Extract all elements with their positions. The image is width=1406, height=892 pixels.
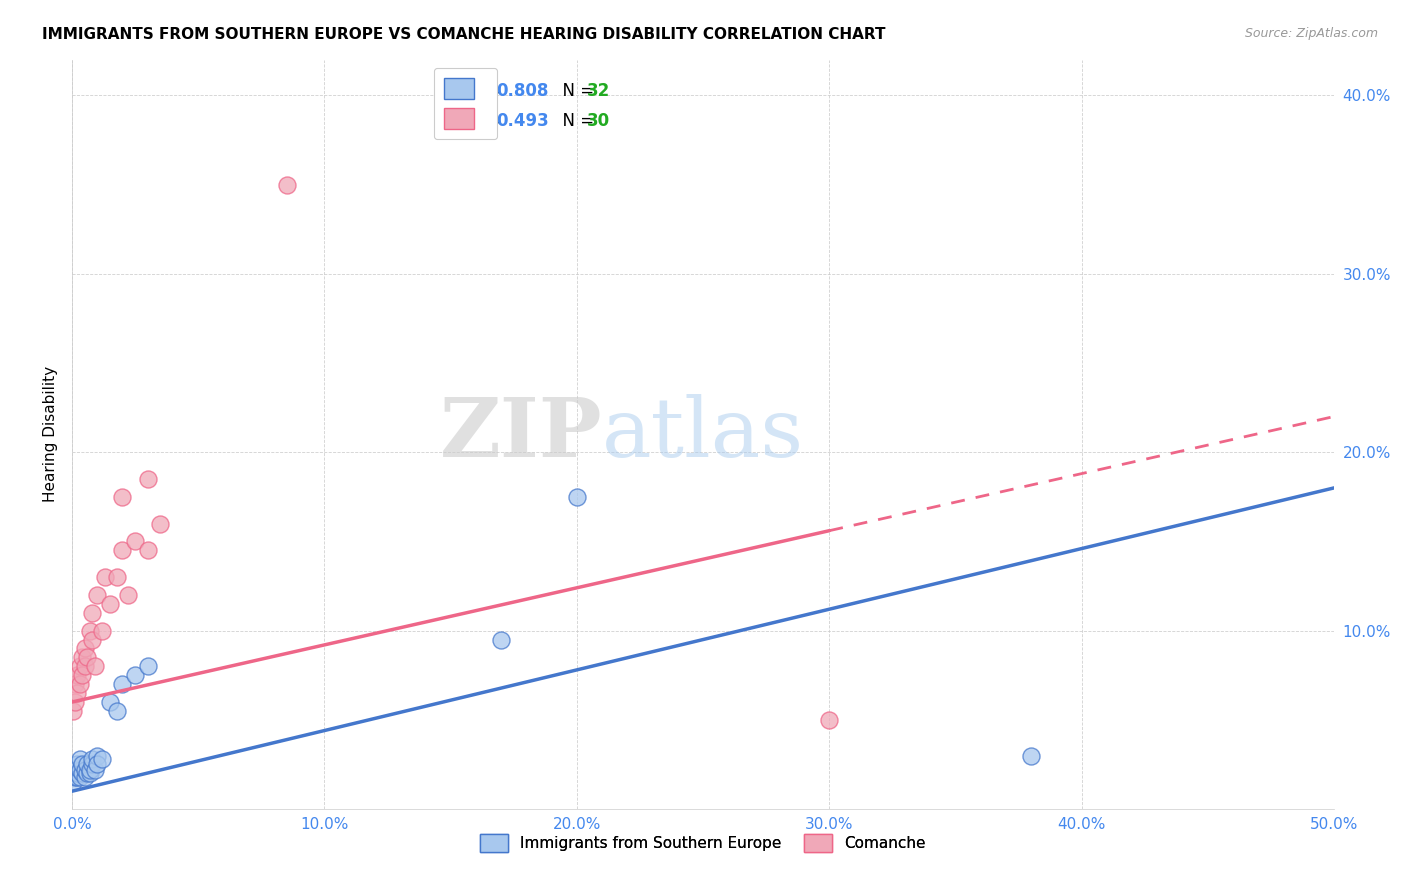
Point	[117, 588, 139, 602]
Point	[70, 757, 93, 772]
Text: 30: 30	[586, 112, 610, 130]
Point	[70, 766, 93, 780]
Point	[73, 641, 96, 656]
Text: Source: ZipAtlas.com: Source: ZipAtlas.com	[1244, 27, 1378, 40]
Text: IMMIGRANTS FROM SOUTHERN EUROPE VS COMANCHE HEARING DISABILITY CORRELATION CHART: IMMIGRANTS FROM SOUTHERN EUROPE VS COMAN…	[42, 27, 886, 42]
Point	[1019, 748, 1042, 763]
Point	[76, 650, 98, 665]
Point	[489, 632, 512, 647]
Point	[818, 713, 841, 727]
Point	[82, 752, 104, 766]
Point	[91, 752, 114, 766]
Point	[79, 624, 101, 638]
Point	[69, 770, 91, 784]
Point	[124, 668, 146, 682]
Text: N =: N =	[551, 82, 599, 100]
Point	[79, 766, 101, 780]
Text: atlas: atlas	[602, 394, 804, 475]
Point	[62, 704, 84, 718]
Text: 0.493: 0.493	[496, 112, 548, 130]
Point	[86, 757, 108, 772]
Point	[69, 752, 91, 766]
Point	[98, 597, 121, 611]
Point	[63, 695, 86, 709]
Point	[107, 570, 129, 584]
Point	[66, 668, 89, 682]
Point	[69, 659, 91, 673]
Point	[82, 632, 104, 647]
Point	[76, 757, 98, 772]
Text: N =: N =	[551, 112, 599, 130]
Point	[94, 570, 117, 584]
Point	[82, 757, 104, 772]
Point	[276, 178, 298, 192]
Y-axis label: Hearing Disability: Hearing Disability	[44, 367, 58, 502]
Point	[69, 677, 91, 691]
Point	[66, 686, 89, 700]
Point	[149, 516, 172, 531]
Point	[63, 766, 86, 780]
Legend: Immigrants from Southern Europe, Comanche: Immigrants from Southern Europe, Comanch…	[474, 828, 932, 857]
Point	[66, 766, 89, 780]
Point	[86, 748, 108, 763]
Point	[91, 624, 114, 638]
Text: R =: R =	[471, 112, 506, 130]
Point	[136, 472, 159, 486]
Point	[73, 763, 96, 777]
Point	[65, 763, 87, 777]
Point	[83, 659, 105, 673]
Point	[76, 766, 98, 780]
Point	[83, 763, 105, 777]
Point	[111, 490, 134, 504]
Point	[565, 490, 588, 504]
Point	[62, 775, 84, 789]
Point	[111, 543, 134, 558]
Point	[82, 606, 104, 620]
Point	[79, 763, 101, 777]
Point	[136, 543, 159, 558]
Text: 0.808: 0.808	[496, 82, 548, 100]
Point	[124, 534, 146, 549]
Text: ZIP: ZIP	[440, 394, 602, 475]
Point	[98, 695, 121, 709]
Point	[73, 770, 96, 784]
Point	[86, 588, 108, 602]
Point	[70, 668, 93, 682]
Point	[73, 659, 96, 673]
Point	[136, 659, 159, 673]
Point	[107, 704, 129, 718]
Point	[70, 650, 93, 665]
Point	[69, 763, 91, 777]
Point	[66, 770, 89, 784]
Point	[111, 677, 134, 691]
Point	[63, 770, 86, 784]
Text: 32: 32	[586, 82, 610, 100]
Point	[66, 757, 89, 772]
Text: R =: R =	[471, 82, 506, 100]
Point	[63, 677, 86, 691]
